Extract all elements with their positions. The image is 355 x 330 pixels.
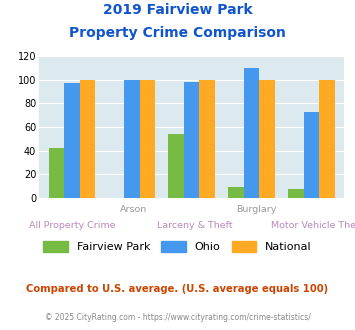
Bar (319, 80, 335, 198)
Text: Compared to U.S. average. (U.S. average equals 100): Compared to U.S. average. (U.S. average … (26, 284, 329, 294)
Bar (49, 148, 64, 198)
Bar (140, 80, 155, 198)
Text: All Property Crime: All Property Crime (29, 221, 116, 230)
Bar (124, 80, 140, 198)
Bar (244, 68, 260, 198)
Text: Motor Vehicle Theft: Motor Vehicle Theft (271, 221, 355, 230)
Text: Property Crime Comparison: Property Crime Comparison (69, 26, 286, 40)
Bar (288, 188, 304, 198)
Text: 2019 Fairview Park: 2019 Fairview Park (103, 3, 252, 17)
Bar (200, 80, 215, 198)
Legend: Fairview Park, Ohio, National: Fairview Park, Ohio, National (39, 237, 316, 257)
Text: Burglary: Burglary (236, 205, 276, 214)
Text: Larceny & Theft: Larceny & Theft (157, 221, 233, 230)
Bar (80, 80, 95, 198)
Bar (260, 80, 275, 198)
Bar (64, 83, 80, 198)
Bar (304, 112, 319, 198)
Bar (168, 134, 184, 198)
Text: Arson: Arson (120, 205, 147, 214)
Text: © 2025 CityRating.com - https://www.cityrating.com/crime-statistics/: © 2025 CityRating.com - https://www.city… (45, 314, 310, 322)
Bar (184, 82, 200, 198)
Bar (228, 187, 244, 198)
